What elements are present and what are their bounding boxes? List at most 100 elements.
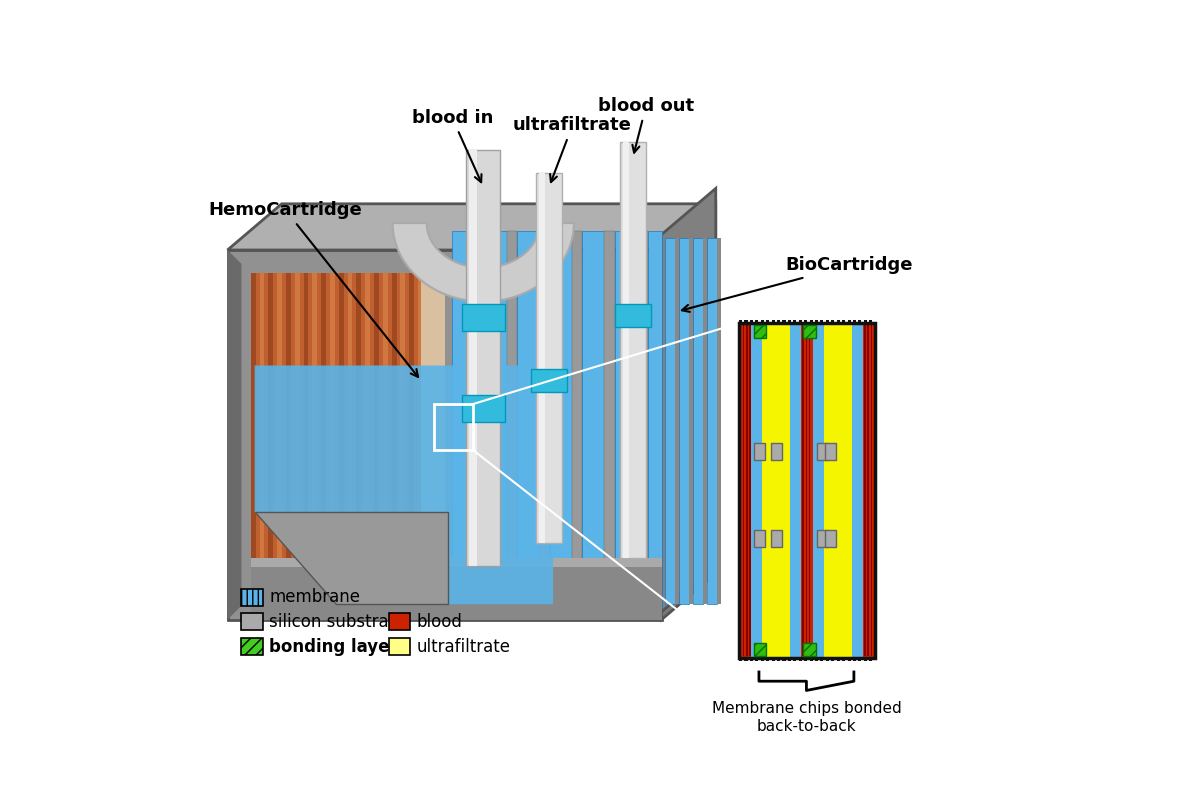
Bar xyxy=(815,657,818,661)
Bar xyxy=(604,230,616,608)
Bar xyxy=(853,657,856,661)
Bar xyxy=(782,657,786,661)
Polygon shape xyxy=(254,366,553,604)
Bar xyxy=(793,320,797,325)
Bar xyxy=(870,326,872,656)
Bar xyxy=(418,273,422,604)
Bar xyxy=(452,266,654,604)
Bar xyxy=(739,323,751,658)
Bar xyxy=(761,320,764,325)
Bar xyxy=(434,404,473,450)
Bar xyxy=(389,638,410,655)
Bar xyxy=(539,173,545,542)
Bar xyxy=(744,320,748,325)
Bar xyxy=(826,530,836,547)
Bar xyxy=(679,238,689,604)
Bar xyxy=(409,273,414,604)
Bar xyxy=(805,326,808,656)
Bar xyxy=(809,326,810,656)
Bar xyxy=(421,273,444,604)
Bar xyxy=(744,657,748,661)
Bar xyxy=(803,326,804,656)
Bar xyxy=(452,230,474,608)
Bar xyxy=(469,150,478,566)
Bar xyxy=(716,238,721,604)
Bar xyxy=(619,142,646,558)
Bar xyxy=(462,394,505,422)
Bar xyxy=(755,657,758,661)
Bar xyxy=(754,643,766,656)
Bar xyxy=(743,326,744,656)
Bar xyxy=(754,530,764,547)
Bar xyxy=(755,320,758,325)
Bar xyxy=(836,320,840,325)
Bar xyxy=(776,320,780,325)
Text: silicon substrate: silicon substrate xyxy=(269,613,406,631)
Bar xyxy=(750,657,752,661)
Bar xyxy=(241,638,263,655)
Bar xyxy=(804,320,808,325)
Bar xyxy=(694,238,702,604)
Bar xyxy=(739,323,875,658)
Bar xyxy=(799,657,802,661)
Bar xyxy=(401,273,406,604)
Text: ultrafiltrate: ultrafiltrate xyxy=(512,117,632,182)
Bar xyxy=(864,320,866,325)
Bar xyxy=(616,304,650,327)
Bar xyxy=(821,320,823,325)
Bar xyxy=(842,320,845,325)
Bar xyxy=(788,320,791,325)
Bar xyxy=(374,273,379,604)
Bar xyxy=(810,657,812,661)
Bar xyxy=(826,443,836,460)
Bar xyxy=(749,326,751,656)
Bar xyxy=(761,657,764,661)
Bar xyxy=(462,304,505,331)
Bar xyxy=(295,273,300,604)
Bar xyxy=(648,230,661,608)
Bar xyxy=(241,614,263,630)
Bar xyxy=(506,230,517,608)
Bar xyxy=(251,558,661,567)
Bar xyxy=(474,230,485,608)
Bar xyxy=(804,657,808,661)
Bar xyxy=(812,323,824,658)
Text: Membrane chips bonded
back-to-back: Membrane chips bonded back-to-back xyxy=(712,702,901,734)
Bar xyxy=(674,238,679,604)
Bar xyxy=(539,230,550,608)
Bar xyxy=(485,230,506,608)
Bar xyxy=(847,320,851,325)
Bar xyxy=(241,589,263,606)
Bar xyxy=(616,230,637,608)
Bar xyxy=(623,142,629,558)
Bar xyxy=(800,323,812,658)
Bar xyxy=(832,320,834,325)
Bar xyxy=(817,530,828,547)
Bar xyxy=(739,657,742,661)
Bar xyxy=(251,273,444,604)
Bar xyxy=(852,323,863,658)
Polygon shape xyxy=(392,223,574,302)
Bar xyxy=(776,657,780,661)
Bar xyxy=(863,323,875,658)
Bar xyxy=(550,230,571,608)
Bar xyxy=(817,443,828,460)
Bar xyxy=(582,230,604,608)
Bar xyxy=(810,320,812,325)
Bar xyxy=(790,323,800,658)
Bar xyxy=(436,273,440,604)
Bar xyxy=(832,657,834,661)
Bar xyxy=(869,657,872,661)
Polygon shape xyxy=(228,250,241,619)
Bar xyxy=(803,326,816,338)
Bar xyxy=(536,173,563,542)
Bar xyxy=(858,320,862,325)
Bar xyxy=(815,320,818,325)
Bar xyxy=(864,326,866,656)
Bar xyxy=(517,230,539,608)
Bar xyxy=(739,320,742,325)
Bar xyxy=(338,273,343,604)
Bar xyxy=(782,320,786,325)
Bar xyxy=(739,323,875,658)
Polygon shape xyxy=(661,188,715,612)
